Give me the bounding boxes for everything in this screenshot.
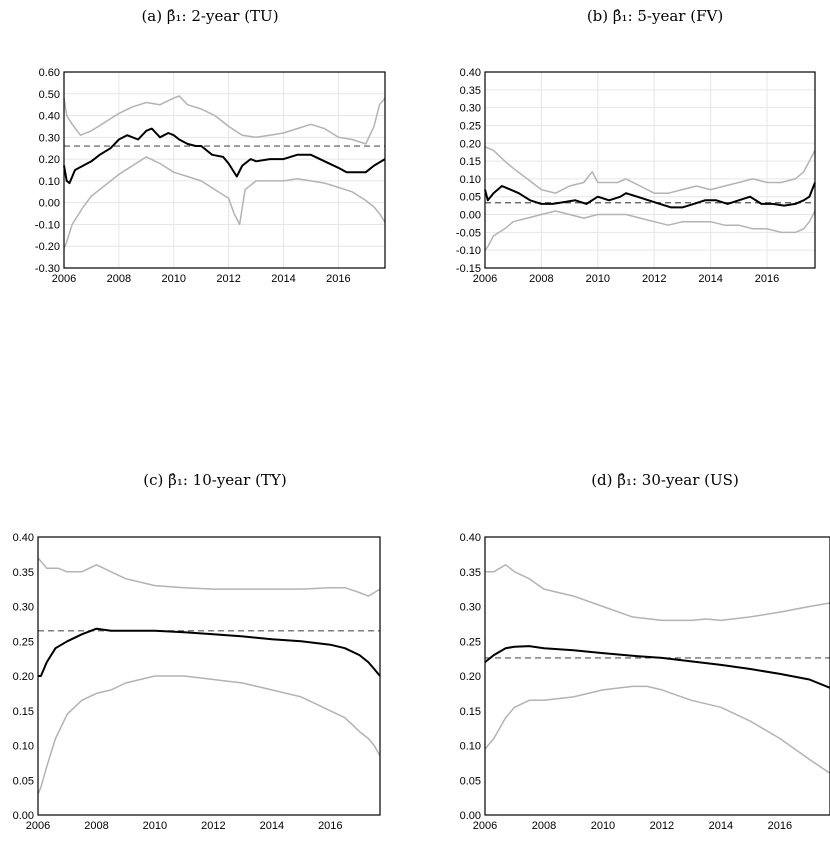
y-tick-label: 0.15 bbox=[460, 706, 481, 718]
y-tick-label: 0.15 bbox=[460, 156, 481, 168]
series-line-estimate bbox=[484, 182, 816, 209]
series-line-lower bbox=[63, 156, 386, 249]
x-tick-label: 2016 bbox=[768, 820, 792, 832]
x-tick-label: 2008 bbox=[532, 820, 556, 832]
y-tick-label: 0.30 bbox=[13, 602, 34, 614]
chart-title: (c) β̂₁: 10-year (TY) bbox=[143, 471, 286, 489]
series-line-estimate bbox=[38, 627, 381, 677]
y-tick-label: 0.05 bbox=[460, 192, 481, 204]
y-tick-label: 0.50 bbox=[39, 89, 60, 101]
y-tick-label: 0.25 bbox=[460, 636, 481, 648]
series-line-upper bbox=[63, 95, 386, 145]
y-tick-label: 0.25 bbox=[13, 636, 34, 648]
y-tick-label: 0.30 bbox=[39, 132, 60, 144]
y-tick-label: 0.20 bbox=[460, 138, 481, 150]
y-tick-label: 0.00 bbox=[460, 210, 481, 222]
y-tick-label: 0.05 bbox=[13, 775, 34, 787]
y-tick-label: -0.05 bbox=[456, 227, 481, 239]
series-line-estimate bbox=[484, 645, 830, 689]
y-tick-label: 0.20 bbox=[39, 154, 60, 166]
x-tick-label: 2010 bbox=[143, 820, 167, 832]
series-line-upper bbox=[37, 557, 381, 597]
y-tick-label: -0.10 bbox=[456, 245, 481, 257]
x-tick-label: 2016 bbox=[326, 273, 350, 285]
x-tick-label: 2010 bbox=[586, 273, 610, 285]
y-tick-label: 0.15 bbox=[13, 706, 34, 718]
y-tick-label: 0.30 bbox=[460, 602, 481, 614]
x-tick-label: 2012 bbox=[650, 820, 674, 832]
y-tick-label: 0.35 bbox=[460, 85, 481, 97]
x-tick-label: 2014 bbox=[271, 273, 295, 285]
y-tick-label: 0.10 bbox=[460, 174, 481, 186]
y-tick-label: 0.35 bbox=[13, 567, 34, 579]
y-tick-label: 0.00 bbox=[39, 198, 60, 210]
chart-panel-4: (d) β̂₁: 30-year (US) 0.00 0.05 0.10 0.15 0.2… bbox=[460, 471, 830, 832]
y-tick-label: 0.05 bbox=[460, 775, 481, 787]
x-tick-label: 2014 bbox=[260, 820, 284, 832]
series-line-lower bbox=[484, 685, 830, 774]
y-tick-label: 0.40 bbox=[460, 67, 481, 79]
x-tick-label: 2012 bbox=[216, 273, 240, 285]
y-tick-label: -0.10 bbox=[35, 219, 60, 231]
y-tick-label: 0.20 bbox=[13, 671, 34, 683]
x-tick-label: 2006 bbox=[473, 273, 497, 285]
series-line-upper bbox=[484, 146, 816, 194]
x-tick-label: 2010 bbox=[162, 273, 186, 285]
x-tick-label: 2006 bbox=[26, 820, 50, 832]
x-tick-label: 2008 bbox=[529, 273, 553, 285]
y-tick-label: 0.10 bbox=[460, 741, 481, 753]
x-tick-label: 2016 bbox=[318, 820, 342, 832]
plot-frame bbox=[484, 536, 830, 816]
y-tick-label: 0.40 bbox=[39, 111, 60, 123]
chart-panel-3: (c) β̂₁: 10-year (TY) 0.00 0.05 0.10 0.15 0.2… bbox=[13, 471, 381, 832]
x-tick-label: 2008 bbox=[107, 273, 131, 285]
series-line-estimate bbox=[63, 127, 386, 185]
x-tick-label: 2014 bbox=[709, 820, 733, 832]
y-tick-label: 0.30 bbox=[460, 103, 481, 115]
chart-panel-2: (b) β̂₁: 5-year (FV) -0.15 -0.10 -0.05 0.00 0… bbox=[456, 7, 816, 285]
y-tick-label: 0.00 bbox=[13, 810, 34, 822]
chart-title: (b) β̂₁: 5-year (FV) bbox=[587, 7, 723, 25]
x-tick-label: 2012 bbox=[201, 820, 225, 832]
y-tick-label: 0.00 bbox=[460, 810, 481, 822]
y-tick-label: 0.40 bbox=[460, 532, 481, 544]
plot-frame bbox=[484, 71, 816, 269]
y-tick-label: 0.60 bbox=[39, 67, 60, 79]
y-tick-label: 0.35 bbox=[460, 567, 481, 579]
series-line-lower bbox=[484, 210, 816, 251]
y-tick-label: 0.25 bbox=[460, 120, 481, 132]
y-tick-label: 0.10 bbox=[13, 741, 34, 753]
plot-frame bbox=[37, 536, 381, 816]
x-tick-label: 2014 bbox=[698, 273, 722, 285]
y-tick-label: 0.20 bbox=[460, 671, 481, 683]
y-tick-label: -0.15 bbox=[456, 263, 481, 275]
y-tick-label: -0.20 bbox=[35, 241, 60, 253]
series-line-upper bbox=[485, 564, 830, 622]
x-tick-label: 2006 bbox=[52, 273, 76, 285]
x-tick-label: 2010 bbox=[591, 820, 615, 832]
x-tick-label: 2016 bbox=[755, 273, 779, 285]
y-tick-label: 0.10 bbox=[39, 176, 60, 188]
chart-title: (d) β̂₁: 30-year (US) bbox=[591, 471, 739, 489]
x-tick-label: 2008 bbox=[84, 820, 108, 832]
chart-title: (a) β̂₁: 2-year (TU) bbox=[141, 7, 278, 25]
plot-frame bbox=[63, 71, 386, 269]
x-tick-label: 2012 bbox=[642, 273, 666, 285]
x-tick-label: 2006 bbox=[473, 820, 497, 832]
series-line-lower bbox=[37, 675, 381, 795]
y-tick-label: 0.40 bbox=[13, 532, 34, 544]
chart-panel-1: (a) β̂₁: 2-year (TU) -0.30 -0.20 -0.10 0.00 0… bbox=[35, 7, 386, 285]
y-tick-label: -0.30 bbox=[35, 263, 60, 275]
